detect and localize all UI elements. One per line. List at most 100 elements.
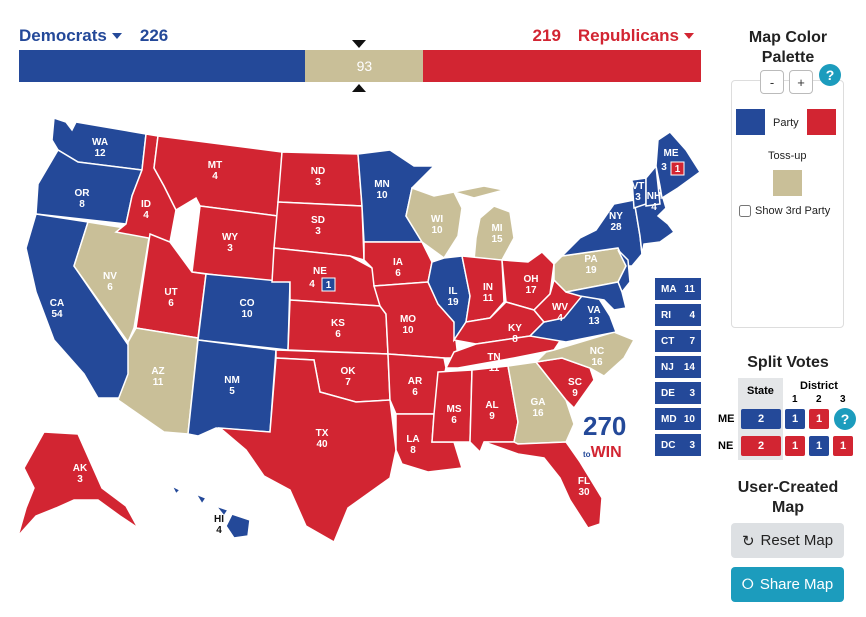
svg-text:NM5: NM 5 <box>224 375 240 397</box>
svg-text:ND3: ND 3 <box>311 166 325 188</box>
svg-text:3: 3 <box>661 162 667 173</box>
svg-text:OR8: OR 8 <box>75 188 91 210</box>
svg-text:OK7: OK 7 <box>341 366 357 388</box>
svg-text:SC9: SC 9 <box>568 377 582 399</box>
svg-text:ID4: ID 4 <box>141 199 151 221</box>
share-icon: ⭘ <box>741 576 754 593</box>
state-hi[interactable] <box>170 484 251 539</box>
palette-box <box>731 80 844 328</box>
state-tx[interactable] <box>217 357 397 544</box>
270towin-logo: 270 toWIN <box>583 411 627 461</box>
democrats-dropdown[interactable]: Democrats 226 <box>19 26 168 46</box>
split-votes-help-icon[interactable]: ? <box>834 408 856 430</box>
electoral-vote-bar: 93 <box>19 50 701 82</box>
palette-minus-button[interactable]: - <box>760 70 784 94</box>
ne-district-box[interactable] <box>321 277 336 292</box>
svg-text:HI4: HI 4 <box>214 514 224 536</box>
palette-help-icon[interactable]: ? <box>819 64 841 86</box>
svg-text:SD3: SD 3 <box>311 215 325 237</box>
us-electoral-map: WA 12 OR 8 CA 54 NV 6 ID 4 MT 4 WY 3 UT 6 AZ 11 C… <box>14 96 700 556</box>
tossup-total: 93 <box>356 58 373 74</box>
refresh-icon: ↻ <box>741 532 755 550</box>
state-mt[interactable] <box>153 135 283 217</box>
third-party-label: Show 3rd Party <box>755 205 831 217</box>
svg-text:1: 1 <box>326 280 332 291</box>
majority-marker-top-icon <box>352 40 366 48</box>
state-wy[interactable] <box>191 205 279 283</box>
state-box-nj[interactable]: NJ 14 <box>655 356 701 378</box>
palette-plus-button[interactable]: + <box>789 70 813 94</box>
party-label: Party <box>773 117 799 129</box>
svg-text:LA8: LA 8 <box>406 434 419 456</box>
reset-map-button[interactable]: ↻ Reset Map <box>731 523 844 558</box>
tossup-segment: 93 <box>305 50 424 82</box>
district-header: District <box>800 380 838 392</box>
svg-text:4: 4 <box>309 279 315 290</box>
tossup-label: Toss-up <box>768 150 807 162</box>
svg-text:WV4: WV 4 <box>552 302 568 324</box>
dem-segment <box>19 50 306 82</box>
rep-swatch[interactable] <box>807 109 836 135</box>
state-box-md[interactable]: MD 10 <box>655 408 701 430</box>
state-header: State <box>747 385 774 397</box>
ne-state-cell[interactable]: 2 <box>741 436 781 456</box>
me-d1-cell[interactable]: 1 <box>785 409 805 429</box>
state-fl[interactable] <box>483 441 603 529</box>
rep-segment <box>423 50 701 82</box>
republicans-dropdown[interactable]: 219 Republicans <box>533 26 700 46</box>
svg-text:UT6: UT 6 <box>164 287 177 309</box>
share-map-button[interactable]: ⭘ Share Map <box>731 567 844 602</box>
state-nh[interactable] <box>645 164 661 207</box>
democrats-total: 226 <box>139 26 169 45</box>
tossup-swatch[interactable] <box>773 170 802 196</box>
state-nc[interactable] <box>533 331 636 377</box>
svg-text:KS6: KS 6 <box>331 318 345 340</box>
state-mi[interactable] <box>453 185 515 261</box>
caret-down-icon <box>111 33 122 39</box>
state-ak[interactable] <box>17 431 139 537</box>
me-state-cell[interactable]: 2 <box>741 409 781 429</box>
svg-text:NV6: NV 6 <box>103 271 117 293</box>
state-wi[interactable] <box>405 187 463 260</box>
district-3-header: 3 <box>840 394 846 405</box>
svg-text:MT4: MT 4 <box>208 160 222 182</box>
state-box-dc[interactable]: DC 3 <box>655 434 701 456</box>
third-party-toggle[interactable]: Show 3rd Party <box>739 205 830 217</box>
state-box-ri[interactable]: RI 4 <box>655 304 701 326</box>
split-votes-title: Split Votes <box>747 354 829 371</box>
ne-d3-cell[interactable]: 1 <box>833 436 853 456</box>
svg-text:MS6: MS 6 <box>447 404 462 426</box>
state-box-ct[interactable]: CT 7 <box>655 330 701 352</box>
state-md-de[interactable] <box>565 281 627 311</box>
ne-row-label: NE <box>718 440 734 452</box>
state-box-de[interactable]: DE 3 <box>655 382 701 404</box>
me-d2-cell[interactable]: 1 <box>809 409 829 429</box>
state-sd[interactable] <box>273 201 365 262</box>
share-map-label: Share Map <box>759 576 834 593</box>
third-party-checkbox[interactable] <box>739 205 751 217</box>
district-1-header: 1 <box>792 394 798 405</box>
svg-text:AL9: AL 9 <box>485 400 498 422</box>
svg-text:1: 1 <box>675 164 681 175</box>
svg-text:IA6: IA 6 <box>393 257 403 279</box>
svg-text:WY3: WY 3 <box>222 232 238 254</box>
state-box-ma[interactable]: MA 11 <box>655 278 701 300</box>
republicans-total: 219 <box>532 26 561 45</box>
dem-swatch[interactable] <box>736 109 765 135</box>
me-district-box[interactable] <box>670 161 685 176</box>
ne-d1-cell[interactable]: 1 <box>785 436 805 456</box>
ne-d2-cell[interactable]: 1 <box>809 436 829 456</box>
svg-text:KY8: KY 8 <box>508 323 522 345</box>
